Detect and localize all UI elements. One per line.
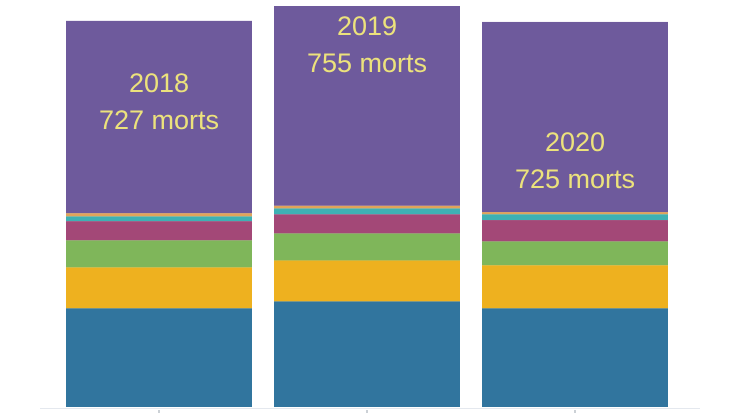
bar-segment bbox=[274, 205, 460, 209]
bar-segment bbox=[274, 214, 460, 234]
bar-segment bbox=[482, 212, 668, 215]
bar-segment bbox=[482, 265, 668, 309]
total-label: 725 morts bbox=[515, 164, 635, 194]
bar-segment bbox=[66, 267, 252, 309]
bar-segment bbox=[482, 241, 668, 266]
bar-segment bbox=[66, 20, 252, 214]
total-label: 727 morts bbox=[99, 105, 219, 135]
bar-segment bbox=[274, 6, 460, 206]
bar-segment bbox=[66, 221, 252, 241]
bar-segment bbox=[66, 213, 252, 217]
bar-segment bbox=[66, 240, 252, 268]
bar-segment bbox=[66, 308, 252, 407]
category-label: 2019 bbox=[337, 11, 397, 41]
category-label: 2018 bbox=[129, 68, 189, 98]
bar-segment bbox=[274, 260, 460, 302]
bar-segment bbox=[482, 214, 668, 221]
bar-segment bbox=[274, 233, 460, 261]
bar-segment bbox=[274, 208, 460, 215]
bar-segment bbox=[66, 216, 252, 222]
bar-segment bbox=[482, 21, 668, 213]
bar-segment bbox=[482, 220, 668, 242]
bar-segment bbox=[482, 308, 668, 407]
total-label: 755 morts bbox=[307, 48, 427, 78]
bar-segment bbox=[274, 301, 460, 407]
category-label: 2020 bbox=[545, 127, 605, 157]
